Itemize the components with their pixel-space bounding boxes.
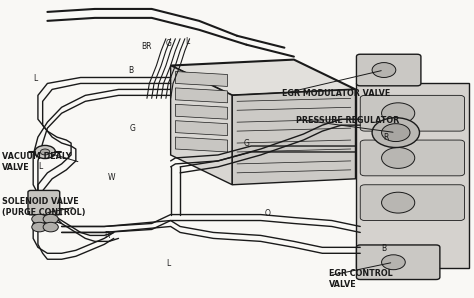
- Polygon shape: [175, 72, 228, 86]
- Text: G: G: [165, 39, 171, 48]
- Polygon shape: [175, 104, 228, 119]
- Text: L: L: [38, 162, 42, 171]
- Circle shape: [32, 222, 47, 232]
- Text: B: B: [128, 66, 133, 74]
- Circle shape: [372, 118, 419, 148]
- Polygon shape: [171, 60, 356, 95]
- Text: SOLENOID VALVE
(PURGE CONTROL): SOLENOID VALVE (PURGE CONTROL): [2, 197, 86, 217]
- Polygon shape: [175, 121, 228, 136]
- Polygon shape: [175, 88, 228, 103]
- Circle shape: [372, 63, 396, 77]
- Polygon shape: [232, 89, 356, 185]
- Circle shape: [382, 192, 415, 213]
- Text: W: W: [108, 173, 115, 182]
- Text: G: G: [130, 124, 136, 133]
- Polygon shape: [171, 66, 232, 185]
- Text: R: R: [104, 231, 109, 240]
- FancyBboxPatch shape: [360, 95, 465, 131]
- Circle shape: [382, 255, 405, 270]
- Circle shape: [35, 145, 55, 159]
- Circle shape: [43, 222, 58, 232]
- Text: EGR CONTROL
VALVE: EGR CONTROL VALVE: [329, 268, 393, 289]
- Circle shape: [32, 214, 47, 224]
- Text: L: L: [34, 74, 37, 83]
- Text: PRESSURE REGULATOR: PRESSURE REGULATOR: [296, 116, 400, 125]
- Text: G: G: [244, 139, 249, 148]
- Circle shape: [382, 148, 415, 168]
- Text: B: B: [382, 244, 386, 253]
- Circle shape: [43, 214, 58, 224]
- FancyBboxPatch shape: [360, 140, 465, 176]
- Text: L: L: [185, 37, 189, 46]
- Text: O: O: [265, 209, 271, 218]
- Circle shape: [382, 124, 410, 142]
- Polygon shape: [175, 137, 228, 152]
- Polygon shape: [356, 83, 469, 268]
- Text: R: R: [383, 133, 389, 142]
- FancyBboxPatch shape: [356, 54, 421, 86]
- Text: BR: BR: [142, 42, 152, 51]
- FancyBboxPatch shape: [360, 185, 465, 221]
- Text: VACUUM DEALY
VALVE: VACUUM DEALY VALVE: [2, 152, 72, 173]
- Circle shape: [382, 103, 415, 124]
- FancyBboxPatch shape: [28, 190, 60, 215]
- Circle shape: [40, 149, 50, 155]
- Text: L: L: [166, 259, 170, 268]
- FancyBboxPatch shape: [356, 245, 440, 280]
- Text: EGR MODULATOR VALVE: EGR MODULATOR VALVE: [282, 89, 390, 98]
